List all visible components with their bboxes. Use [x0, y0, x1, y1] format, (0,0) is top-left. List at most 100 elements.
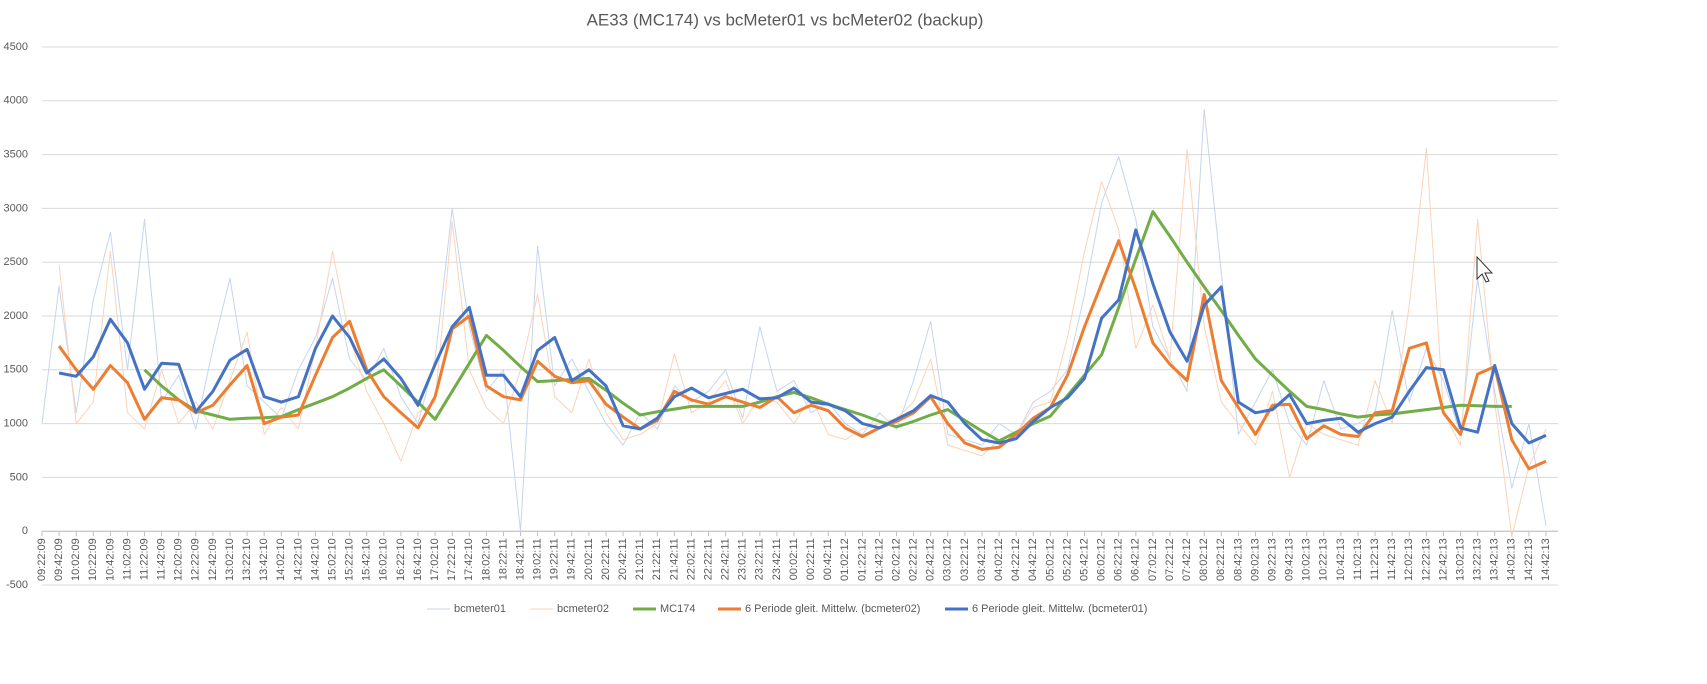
- x-tick-label: 18:02:10: [480, 538, 492, 581]
- x-tick-label: 07:02:12: [1147, 538, 1159, 581]
- x-tick-label: 03:22:12: [959, 538, 971, 581]
- x-tick-label: 11:42:13: [1386, 538, 1398, 580]
- y-tick-label: 1000: [4, 418, 28, 430]
- legend-label: MC174: [660, 603, 695, 615]
- x-tick-label: 22:02:11: [685, 538, 697, 580]
- x-tick-label: 13:22:10: [241, 538, 253, 581]
- x-tick-label: 20:42:11: [617, 538, 629, 580]
- chart-title: AE33 (MC174) vs bcMeter01 vs bcMeter02 (…: [587, 10, 984, 29]
- x-tick-label: 09:02:13: [1249, 538, 1261, 581]
- y-tick-label: 500: [10, 471, 28, 483]
- x-tick-label: 23:22:11: [754, 538, 766, 580]
- series-line: [58, 228, 1547, 445]
- plot-area: -500 0 500 1000 1500 2000 2500 3000 3500 4000 4500…: [4, 41, 1558, 615]
- y-tick-label: 2500: [4, 256, 28, 268]
- x-tick-label: 04:02:12: [993, 538, 1005, 581]
- x-tick-label: 10:22:13: [1318, 538, 1330, 581]
- x-tick-label: 04:42:12: [1027, 538, 1039, 581]
- x-tick-label: 14:22:10: [292, 538, 304, 581]
- x-tick-label: 06:42:12: [1130, 538, 1142, 581]
- x-tick-label: 14:02:13: [1506, 538, 1518, 581]
- y-tick-label: 3500: [4, 149, 28, 161]
- x-tick-label: 15:02:10: [326, 538, 338, 581]
- x-tick-label: 09:42:13: [1284, 538, 1296, 581]
- x-tick-label: 17:42:10: [463, 538, 475, 581]
- x-tick-label: 08:42:13: [1232, 538, 1244, 581]
- x-tick-label: 11:22:09: [138, 538, 150, 580]
- x-tick-label: 21:42:11: [668, 538, 680, 580]
- x-tick-label: 13:42:13: [1489, 538, 1501, 581]
- x-tick-label: 00:42:11: [822, 538, 834, 580]
- x-tick-label: 16:42:10: [412, 538, 424, 581]
- x-tick-label: 18:22:11: [497, 538, 509, 580]
- legend-label: bcmeter02: [557, 603, 609, 615]
- x-tick-label: 11:02:09: [121, 538, 133, 580]
- x-tick-label: 15:42:10: [361, 538, 373, 581]
- x-tick-label: 20:02:11: [583, 538, 595, 580]
- legend-label: 6 Periode gleit. Mittelw. (bcmeter02): [745, 603, 920, 615]
- y-tick-label: 1500: [4, 364, 28, 376]
- x-tick-label: 14:42:10: [309, 538, 321, 581]
- x-tick-label: 14:22:13: [1523, 538, 1535, 581]
- x-tick-label: 02:22:12: [908, 538, 920, 581]
- x-tick-label: 00:22:11: [805, 538, 817, 580]
- x-tick-label: 01:02:12: [839, 538, 851, 581]
- x-tick-label: 11:22:13: [1369, 538, 1381, 580]
- x-tick-label: 03:02:12: [942, 538, 954, 581]
- x-tick-label: 00:02:11: [788, 538, 800, 580]
- x-tick-label: 19:42:11: [566, 538, 578, 580]
- x-tick-label: 21:02:11: [634, 538, 646, 580]
- y-tick-label: -500: [6, 579, 28, 591]
- legend-label: bcmeter01: [454, 603, 506, 615]
- x-tick-label: 13:02:13: [1454, 538, 1466, 581]
- x-tick-label: 12:02:13: [1403, 538, 1415, 581]
- x-tick-label: 16:22:10: [395, 538, 407, 581]
- x-tick-label: 21:22:11: [651, 538, 663, 580]
- y-tick-label: 2000: [4, 310, 28, 322]
- x-tick-label: 05:02:12: [1044, 538, 1056, 581]
- x-tick-label: 09:22:09: [36, 538, 48, 581]
- x-tick-label: 07:42:12: [1181, 538, 1193, 581]
- x-tick-label: 02:02:12: [890, 538, 902, 581]
- y-tick-label: 4000: [4, 95, 28, 107]
- x-tick-label: 17:22:10: [446, 538, 458, 581]
- x-tick-label: 23:02:11: [737, 538, 749, 580]
- x-tick-label: 02:42:12: [925, 538, 937, 581]
- x-tick-label: 13:42:10: [258, 538, 270, 581]
- mouse-cursor: [1476, 255, 1494, 283]
- x-tick-label: 11:02:13: [1352, 538, 1364, 580]
- x-tick-label: 09:22:13: [1266, 538, 1278, 581]
- legend-label: 6 Periode gleit. Mittelw. (bcmeter01): [972, 603, 1147, 615]
- x-tick-label: 01:22:12: [856, 538, 868, 581]
- x-tick-label: 08:22:12: [1215, 538, 1227, 581]
- x-tick-label: 04:22:12: [1010, 538, 1022, 581]
- series-line: [143, 210, 1512, 443]
- x-tick-label: 16:02:10: [378, 538, 390, 581]
- x-tick-label: 18:42:11: [514, 538, 526, 580]
- legend-item: bcmeter01: [427, 603, 506, 615]
- legend-item: bcmeter02: [530, 603, 609, 615]
- y-tick-label: 4500: [4, 41, 28, 53]
- x-tick-label: 09:42:09: [53, 538, 65, 581]
- x-tick-label: 01:42:12: [873, 538, 885, 581]
- x-tick-label: 12:42:09: [207, 538, 219, 581]
- x-tick-label: 12:02:09: [173, 538, 185, 581]
- x-tick-label: 23:42:11: [771, 538, 783, 580]
- x-tick-label: 14:42:13: [1540, 538, 1552, 581]
- x-tick-label: 06:22:12: [1113, 538, 1125, 581]
- x-tick-label: 10:42:09: [104, 538, 116, 581]
- legend-item: 6 Periode gleit. Mittelw. (bcmeter01): [945, 603, 1147, 615]
- x-tick-label: 19:22:11: [549, 538, 561, 580]
- x-tick-label: 10:42:13: [1335, 538, 1347, 581]
- series-line: [57, 239, 1547, 471]
- x-tick-label: 05:42:12: [1078, 538, 1090, 581]
- legend-item: 6 Periode gleit. Mittelw. (bcmeter02): [718, 603, 920, 615]
- x-tick-label: 13:02:10: [224, 538, 236, 581]
- x-tick-label: 07:22:12: [1164, 538, 1176, 581]
- x-tick-label: 15:22:10: [344, 538, 356, 581]
- y-tick-label: 3000: [4, 202, 28, 214]
- legend-item: MC174: [633, 603, 695, 615]
- x-tick-label: 05:22:12: [1061, 538, 1073, 581]
- x-tick-label: 13:22:13: [1472, 538, 1484, 581]
- x-tick-label: 14:02:10: [275, 538, 287, 581]
